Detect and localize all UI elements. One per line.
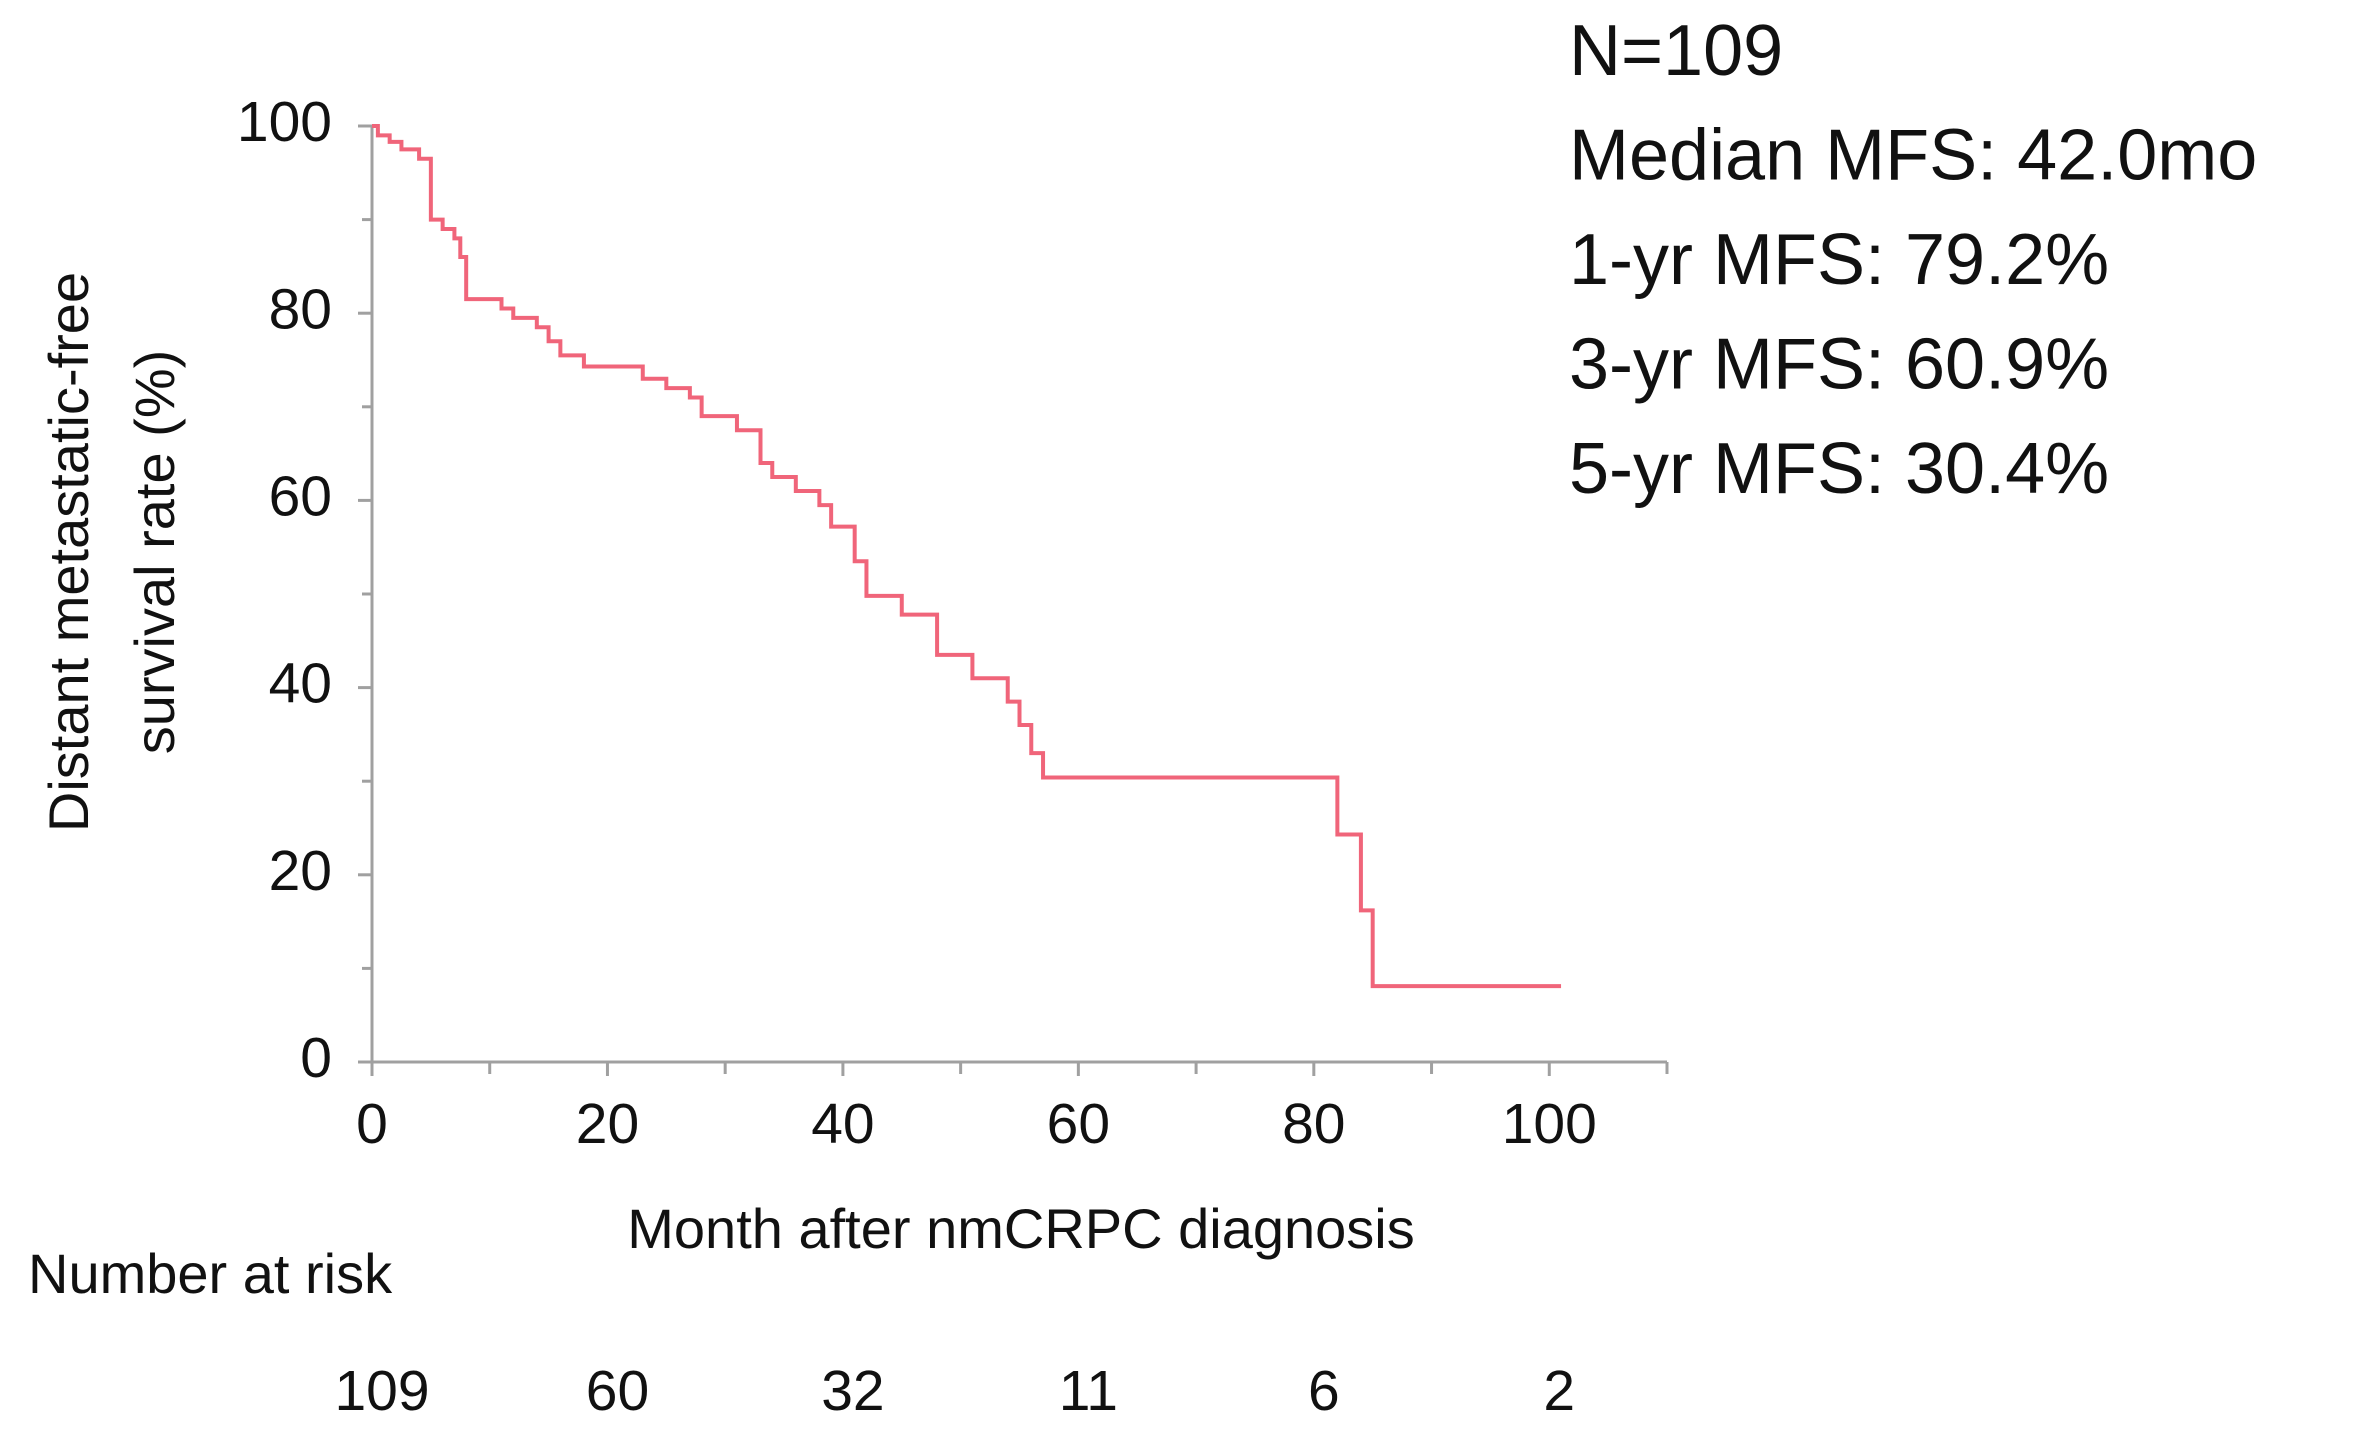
y-axis-title: survival rate (%) bbox=[123, 350, 186, 755]
x-axis-title: Month after nmCRPC diagnosis bbox=[627, 1197, 1414, 1260]
risk-value: 32 bbox=[821, 1359, 884, 1423]
risk-value: 109 bbox=[334, 1359, 429, 1423]
y-tick-label: 0 bbox=[300, 1026, 332, 1090]
stat-annotation: Median MFS: 42.0mo bbox=[1569, 116, 2257, 196]
x-tick-label: 60 bbox=[1047, 1092, 1110, 1156]
risk-value: 11 bbox=[1059, 1359, 1118, 1423]
risk-value: 6 bbox=[1308, 1359, 1340, 1423]
x-tick-label: 80 bbox=[1282, 1092, 1345, 1156]
stat-annotation: N=109 bbox=[1569, 11, 1783, 91]
x-tick-label: 40 bbox=[811, 1092, 874, 1156]
y-tick-label: 20 bbox=[269, 839, 332, 903]
risk-value: 60 bbox=[586, 1359, 649, 1423]
y-tick-label: 40 bbox=[269, 652, 332, 716]
x-tick-label: 0 bbox=[356, 1092, 388, 1156]
risk-table-label: Number at risk bbox=[28, 1242, 393, 1305]
y-tick-label: 60 bbox=[269, 464, 332, 528]
stat-annotation: 3-yr MFS: 60.9% bbox=[1569, 325, 2109, 405]
survival-curve bbox=[372, 124, 1562, 989]
x-tick-label: 20 bbox=[576, 1092, 639, 1156]
stat-annotation: 5-yr MFS: 30.4% bbox=[1569, 429, 2109, 509]
y-tick-label: 100 bbox=[237, 90, 332, 154]
y-tick-label: 80 bbox=[269, 277, 332, 341]
x-tick-label: 100 bbox=[1502, 1092, 1597, 1156]
risk-value: 2 bbox=[1543, 1359, 1575, 1423]
stat-annotation: 1-yr MFS: 79.2% bbox=[1569, 220, 2109, 300]
y-axis-title: Distant metastatic-free bbox=[37, 272, 100, 832]
